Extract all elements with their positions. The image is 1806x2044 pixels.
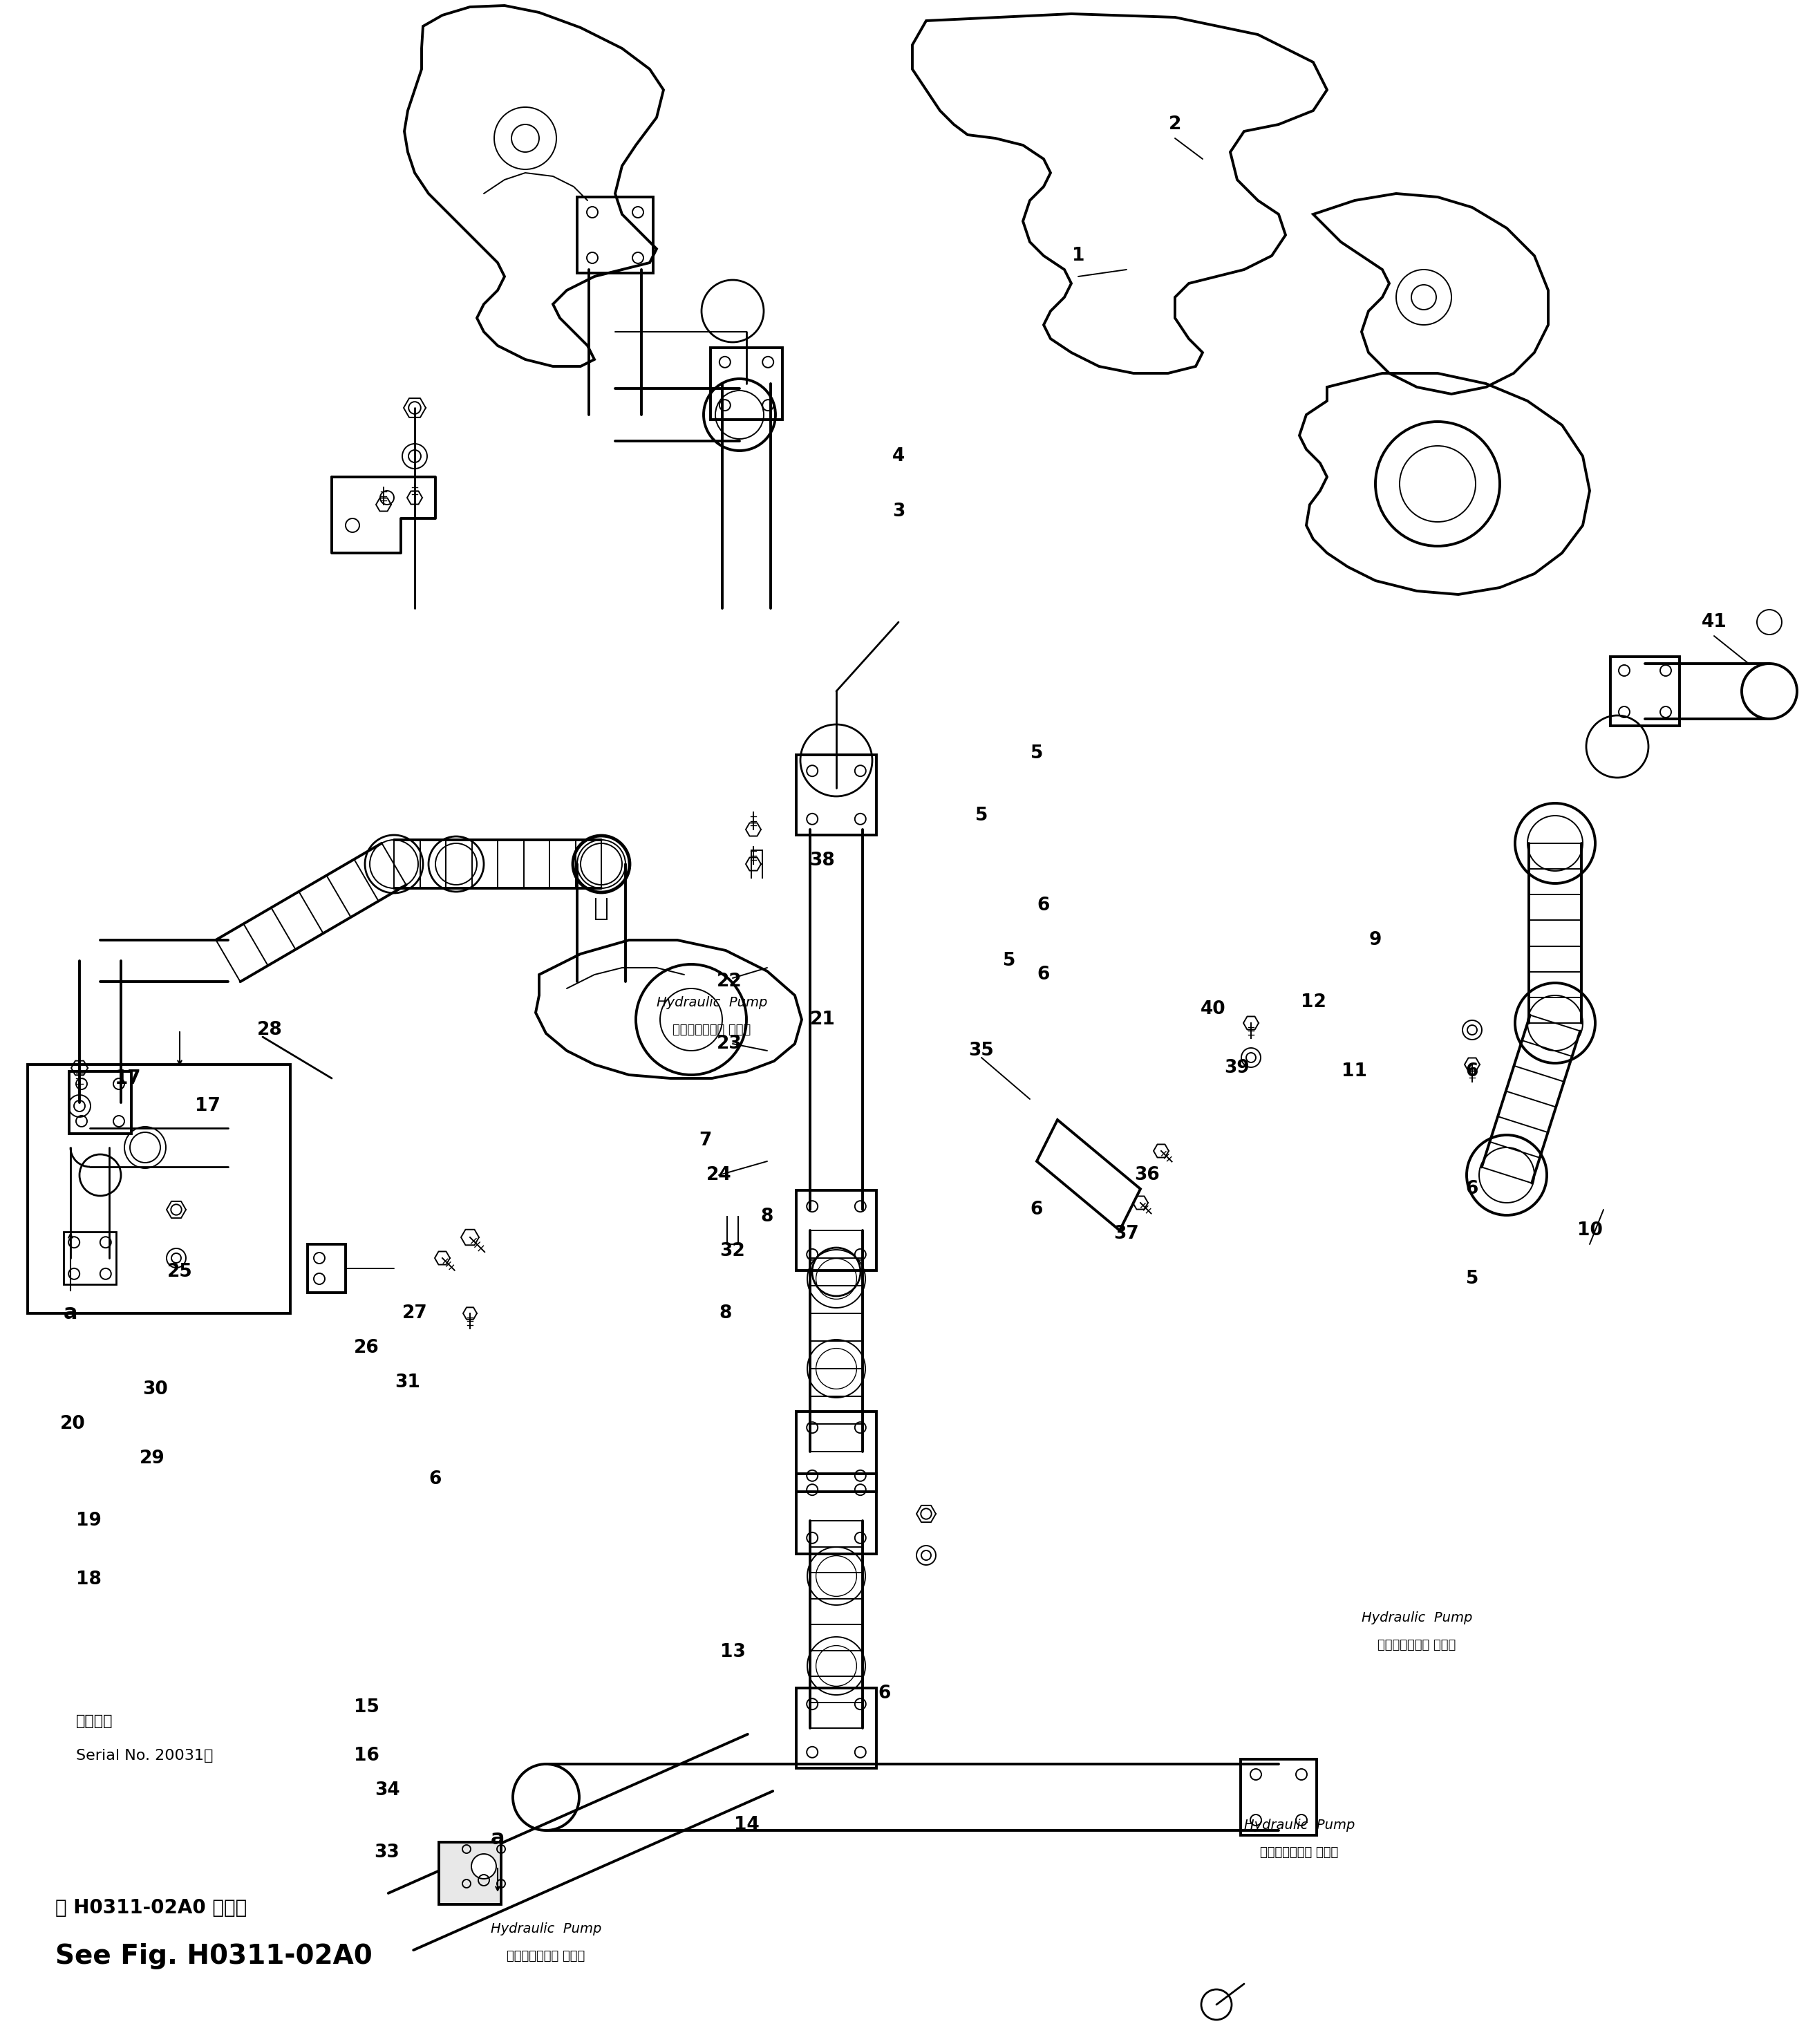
Text: 18: 18 (76, 1570, 101, 1588)
Bar (796, 1474, 876, 1553)
Text: 8: 8 (719, 1304, 731, 1322)
Text: 5: 5 (975, 807, 988, 824)
Text: 適用号機: 適用号機 (76, 1715, 114, 1727)
Text: 8: 8 (760, 1208, 773, 1226)
Text: 36: 36 (1134, 1167, 1159, 1183)
Text: Hydraulic  Pump: Hydraulic Pump (1362, 1611, 1472, 1625)
Bar (796, 1688, 876, 1768)
Text: 32: 32 (721, 1243, 746, 1261)
Text: 24: 24 (706, 1167, 731, 1183)
Text: 27: 27 (403, 1304, 428, 1322)
Text: 28: 28 (256, 1020, 282, 1038)
Text: 17: 17 (195, 1098, 220, 1114)
Text: 2: 2 (1168, 114, 1181, 133)
Text: ハイドロリック ポンプ: ハイドロリック ポンプ (1378, 1639, 1456, 1652)
Text: 35: 35 (968, 1042, 993, 1059)
Text: Hydraulic  Pump: Hydraulic Pump (491, 1921, 601, 1936)
Text: 41: 41 (1701, 613, 1727, 632)
Text: 6: 6 (1037, 965, 1049, 983)
Text: ハイドロリック ポンプ: ハイドロリック ポンプ (1261, 1846, 1338, 1858)
Text: 30: 30 (143, 1380, 168, 1398)
Text: 6: 6 (878, 1684, 890, 1703)
Text: 37: 37 (1114, 1224, 1140, 1243)
Text: ハイドロリック ポンプ: ハイドロリック ポンプ (674, 1024, 751, 1036)
Text: 21: 21 (809, 1010, 834, 1028)
Text: Hydraulic  Pump: Hydraulic Pump (656, 995, 768, 1010)
Text: Serial No. 20031～: Serial No. 20031～ (76, 1750, 213, 1762)
Bar (710, 347, 782, 419)
Text: 38: 38 (809, 852, 834, 869)
Text: 4: 4 (892, 448, 905, 466)
Text: 39: 39 (1224, 1059, 1250, 1077)
Text: 10: 10 (1577, 1222, 1602, 1239)
Bar (27, 1065, 291, 1314)
Text: 3: 3 (892, 503, 905, 521)
Text: 14: 14 (733, 1815, 759, 1833)
Text: 1: 1 (1071, 247, 1085, 266)
Text: 40: 40 (1201, 1000, 1226, 1018)
Text: Hydraulic  Pump: Hydraulic Pump (1244, 1819, 1354, 1831)
Text: 6: 6 (1037, 897, 1049, 914)
Bar (69, 1071, 132, 1134)
Text: 31: 31 (396, 1374, 421, 1392)
Bar (63, 1233, 116, 1284)
Text: 23: 23 (717, 1034, 742, 1053)
Text: 第 H0311-02A0 図参照: 第 H0311-02A0 図参照 (56, 1899, 247, 1917)
Text: 13: 13 (721, 1643, 746, 1662)
Text: See Fig. H0311-02A0: See Fig. H0311-02A0 (56, 1944, 372, 1968)
Bar (1611, 656, 1680, 726)
Bar (796, 1412, 876, 1492)
Text: 34: 34 (374, 1780, 399, 1799)
Text: 9: 9 (1369, 932, 1382, 948)
Bar (796, 754, 876, 836)
Text: 15: 15 (354, 1699, 379, 1717)
Text: 33: 33 (374, 1844, 399, 1862)
Bar (796, 1190, 876, 1271)
Text: 6: 6 (1031, 1200, 1044, 1218)
Text: 16: 16 (354, 1748, 379, 1764)
Text: 29: 29 (139, 1449, 164, 1468)
Text: 6: 6 (1466, 1179, 1479, 1198)
Text: 20: 20 (60, 1414, 85, 1433)
Text: 6: 6 (430, 1470, 442, 1488)
Text: 11: 11 (1342, 1063, 1367, 1081)
Text: 22: 22 (717, 973, 742, 991)
Bar (439, 1842, 500, 1905)
Text: 12: 12 (1300, 993, 1326, 1012)
Text: a: a (491, 1829, 504, 1848)
Text: 17: 17 (114, 1069, 141, 1087)
Circle shape (471, 1854, 497, 1878)
Text: 7: 7 (699, 1132, 712, 1149)
Text: 25: 25 (166, 1263, 193, 1282)
Text: a: a (63, 1304, 78, 1322)
Bar (1241, 1760, 1317, 1836)
Text: 5: 5 (1466, 1269, 1479, 1288)
Text: 5: 5 (1031, 744, 1044, 762)
Text: 19: 19 (76, 1513, 101, 1529)
Text: 26: 26 (354, 1339, 379, 1357)
Bar (578, 196, 654, 274)
Text: 6: 6 (1466, 1063, 1479, 1081)
Text: 5: 5 (1002, 953, 1015, 969)
Text: ハイドロリック ポンプ: ハイドロリック ポンプ (507, 1950, 585, 1962)
